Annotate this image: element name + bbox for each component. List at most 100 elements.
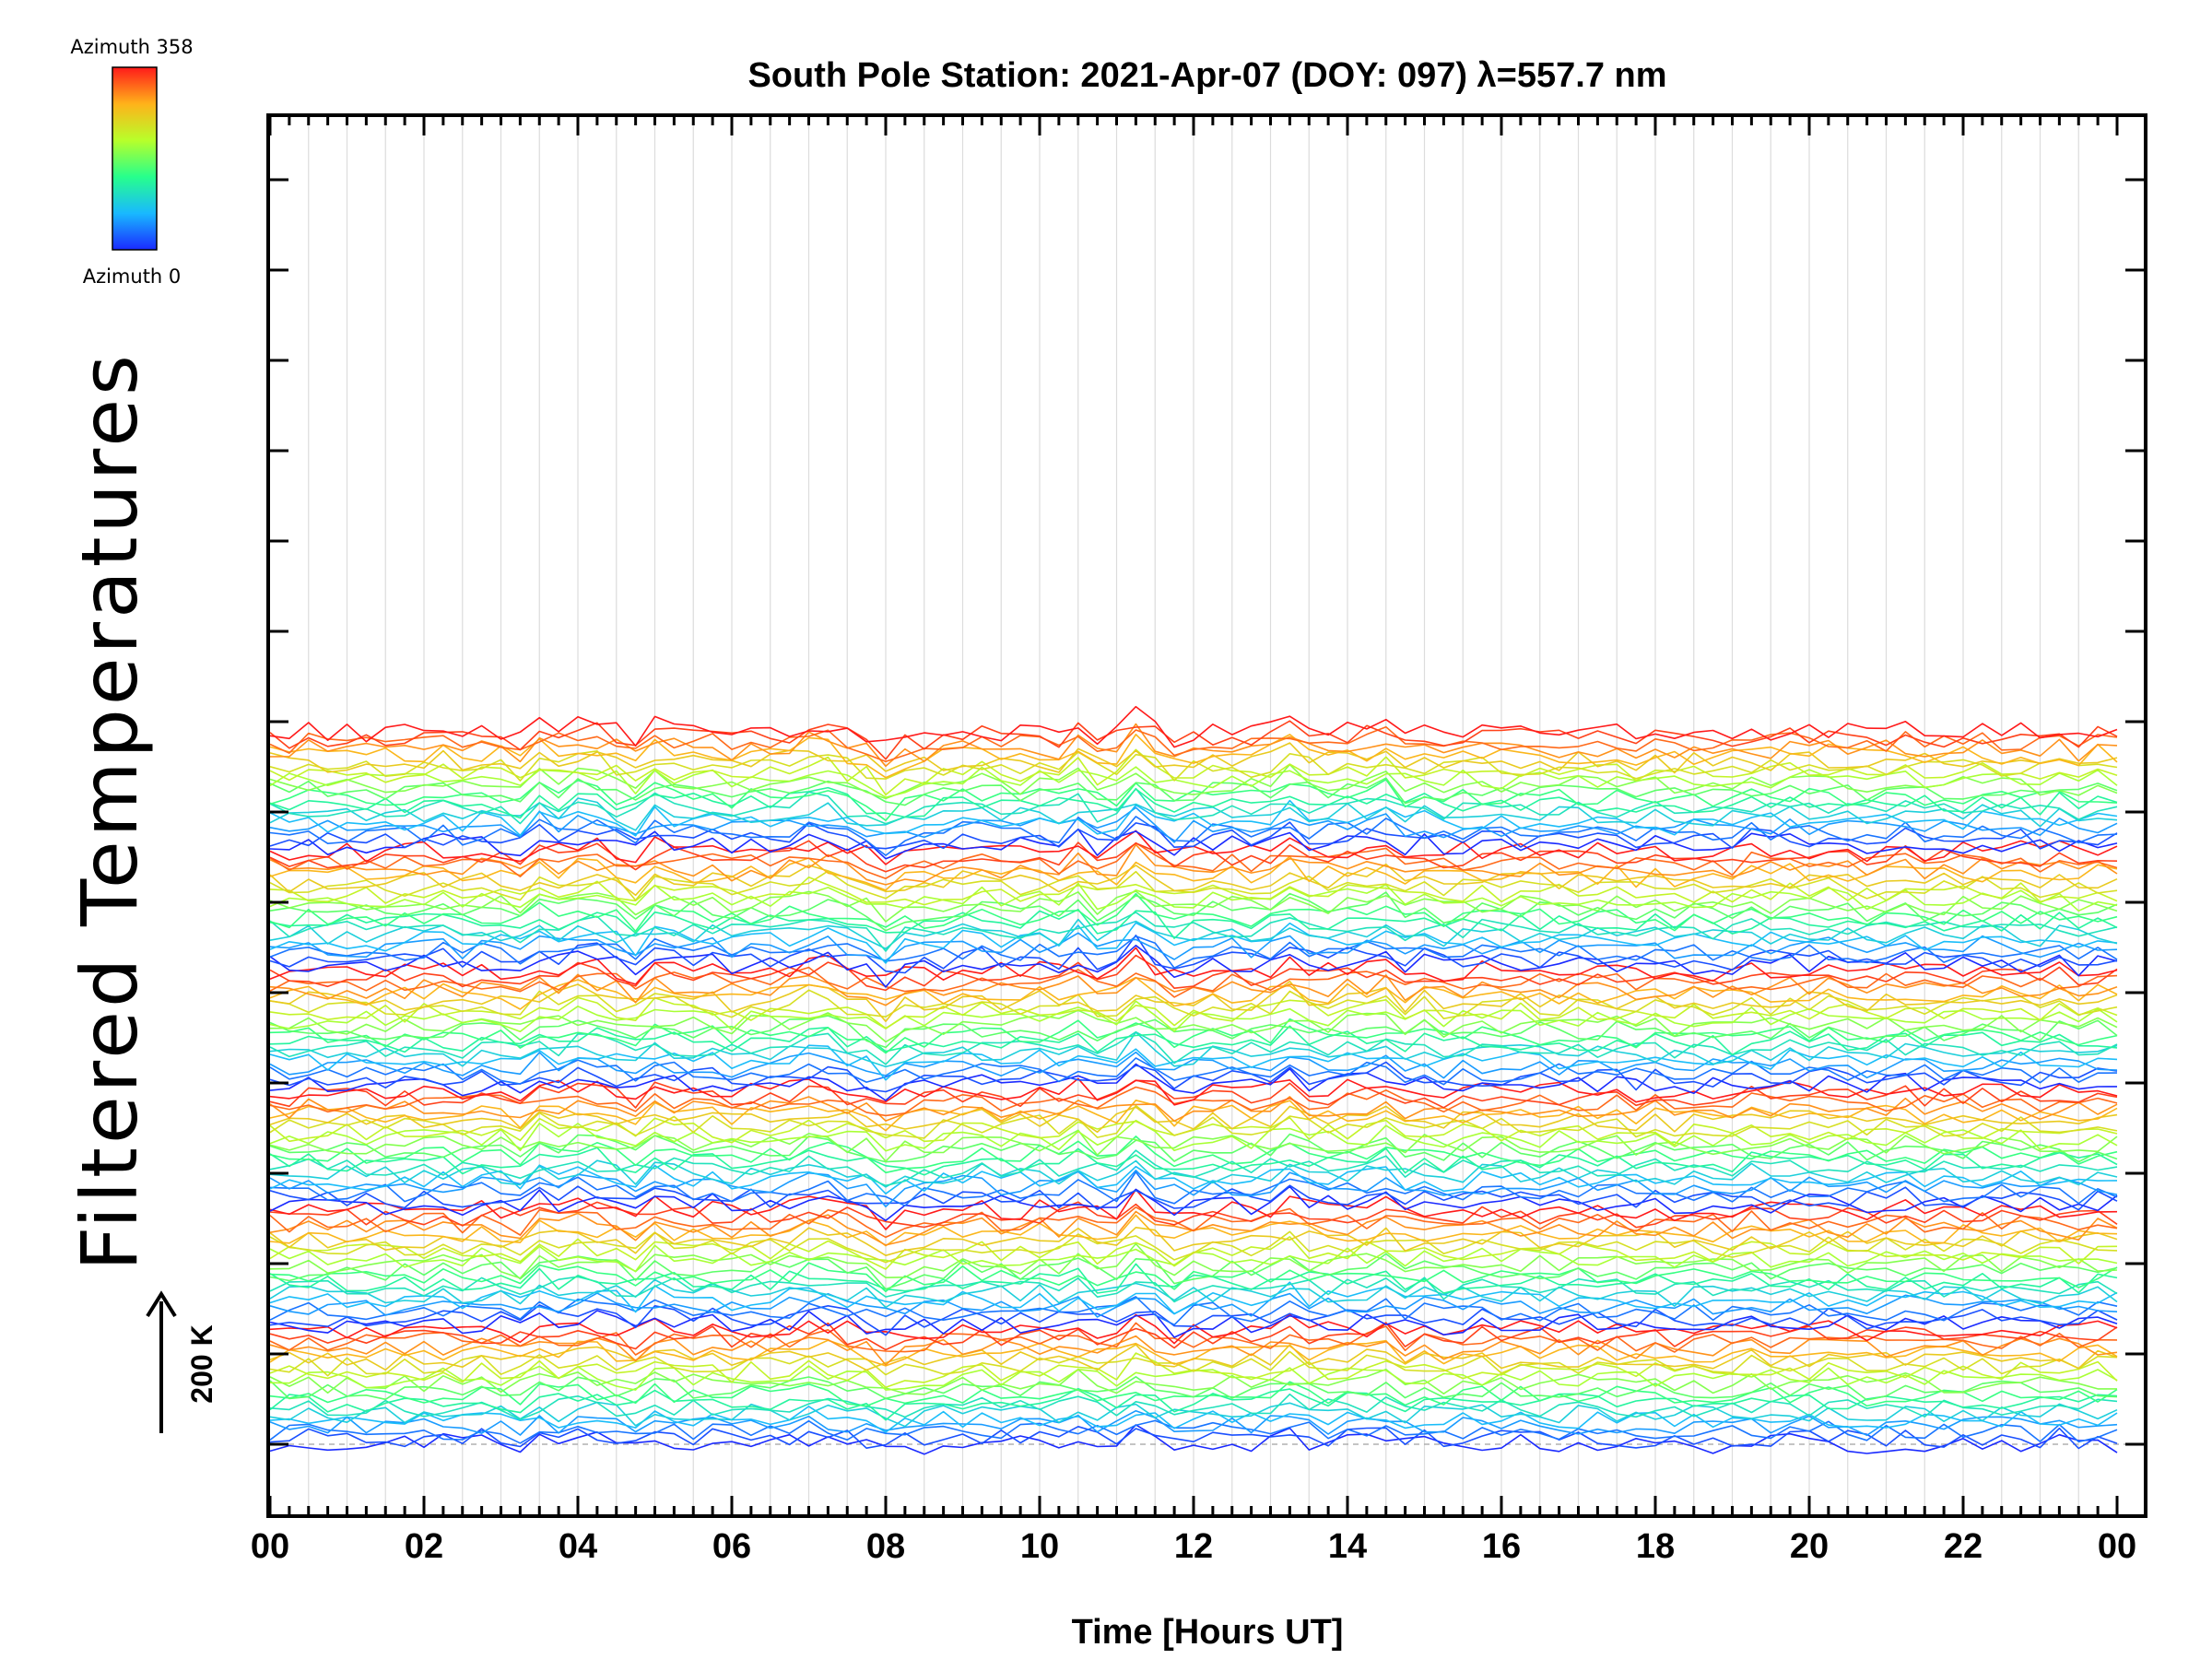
series-line (269, 1015, 2118, 1049)
series-line (269, 1376, 2118, 1401)
series-line (269, 1057, 2118, 1086)
colorbar-gradient (112, 66, 158, 251)
series-line (269, 1322, 2118, 1356)
series-line (269, 1401, 2118, 1428)
series-line (269, 821, 2118, 850)
series-line (269, 725, 2118, 763)
x-tick-label: 10 (1020, 1527, 1059, 1566)
plot-frame (266, 113, 2147, 1518)
series-line (269, 1133, 2118, 1163)
series-line (269, 1171, 2118, 1206)
series-line (269, 1018, 2118, 1054)
series-line (269, 1276, 2118, 1303)
series-line (269, 1230, 2118, 1264)
series-line (269, 1310, 2118, 1338)
series-line (269, 733, 2118, 779)
series-line (269, 748, 2118, 796)
series-line (269, 799, 2118, 837)
axis-ticks (268, 115, 2146, 1516)
series-line (269, 1322, 2118, 1351)
series-line (269, 1419, 2118, 1444)
colorbar: Azimuth 358 Azimuth 0 (70, 36, 193, 288)
series-line (269, 1184, 2118, 1211)
series-line (269, 1096, 2118, 1123)
series-line (269, 1206, 2118, 1239)
series-line (269, 1030, 2118, 1065)
series-line (269, 778, 2118, 822)
x-tick-label: 00 (2098, 1527, 2136, 1566)
series-line (269, 1387, 2118, 1421)
series-line (269, 1129, 2118, 1162)
series-line (269, 742, 2118, 774)
series-line (269, 1164, 2118, 1194)
series-line (269, 1185, 2118, 1222)
series-line (269, 1339, 2118, 1367)
series-line (269, 786, 2118, 819)
series-line (269, 1000, 2118, 1032)
series-line (269, 763, 2118, 800)
series-line (269, 1063, 2118, 1101)
series-group (269, 705, 2118, 1455)
series-line (269, 1031, 2118, 1068)
series-line (269, 976, 2118, 1010)
series-line (269, 828, 2118, 860)
series-line (269, 954, 2118, 992)
series-line (269, 1304, 2118, 1336)
x-tick-label: 06 (712, 1527, 751, 1566)
series-line (269, 1119, 2118, 1152)
series-line (269, 1262, 2118, 1293)
series-line (269, 945, 2118, 988)
series-line (269, 922, 2118, 964)
series-line (269, 1263, 2118, 1294)
x-tick-label: 18 (1636, 1527, 1675, 1566)
series-line (269, 918, 2118, 950)
x-tick-label: 00 (251, 1527, 289, 1566)
x-tick-label: 16 (1482, 1527, 1521, 1566)
series-line (269, 840, 2118, 873)
series-line (269, 720, 2118, 760)
series-line (269, 981, 2118, 1022)
series-line (269, 1242, 2118, 1279)
series-line (269, 1369, 2117, 1395)
x-tick-label: 12 (1174, 1527, 1213, 1566)
series-line (269, 932, 2118, 961)
series-line (269, 1201, 2118, 1229)
series-line (269, 1105, 2118, 1134)
series-line (269, 1393, 2118, 1420)
scale-bar-label: 200 K (185, 1324, 218, 1403)
series-line (269, 1424, 2118, 1455)
series-line (269, 1350, 2118, 1377)
series-line (269, 996, 2118, 1030)
series-line (269, 1352, 2118, 1389)
series-line (269, 882, 2118, 912)
x-tick-label: 04 (559, 1527, 597, 1566)
series-line (269, 1406, 2118, 1433)
x-tick-label: 02 (405, 1527, 443, 1566)
scale-bar: 200 K (146, 1290, 218, 1433)
series-line (269, 816, 2118, 856)
series-line (269, 1281, 2118, 1315)
series-line (269, 1135, 2118, 1174)
colorbar-bottom-label: Azimuth 0 (83, 265, 182, 288)
series-line (269, 787, 2118, 825)
series-line (269, 1149, 2118, 1187)
colorbar-top-label: Azimuth 358 (70, 36, 193, 58)
series-line (269, 777, 2118, 806)
x-tick-label: 08 (866, 1527, 905, 1566)
series-line (269, 908, 2118, 939)
series-line (269, 870, 2118, 901)
series-line (269, 935, 2118, 969)
series-line (269, 1077, 2118, 1106)
series-line (269, 843, 2118, 886)
series-line (269, 705, 2118, 748)
series-line (269, 1227, 2118, 1256)
series-line (269, 1147, 2118, 1176)
series-line (269, 723, 2118, 768)
series-line (269, 989, 2118, 1019)
series-line (269, 1296, 2118, 1326)
series-line (269, 797, 2118, 831)
scale-bar-arrowhead (146, 1290, 177, 1318)
series-line (269, 934, 2118, 974)
x-tick-label: 22 (1944, 1527, 1983, 1566)
